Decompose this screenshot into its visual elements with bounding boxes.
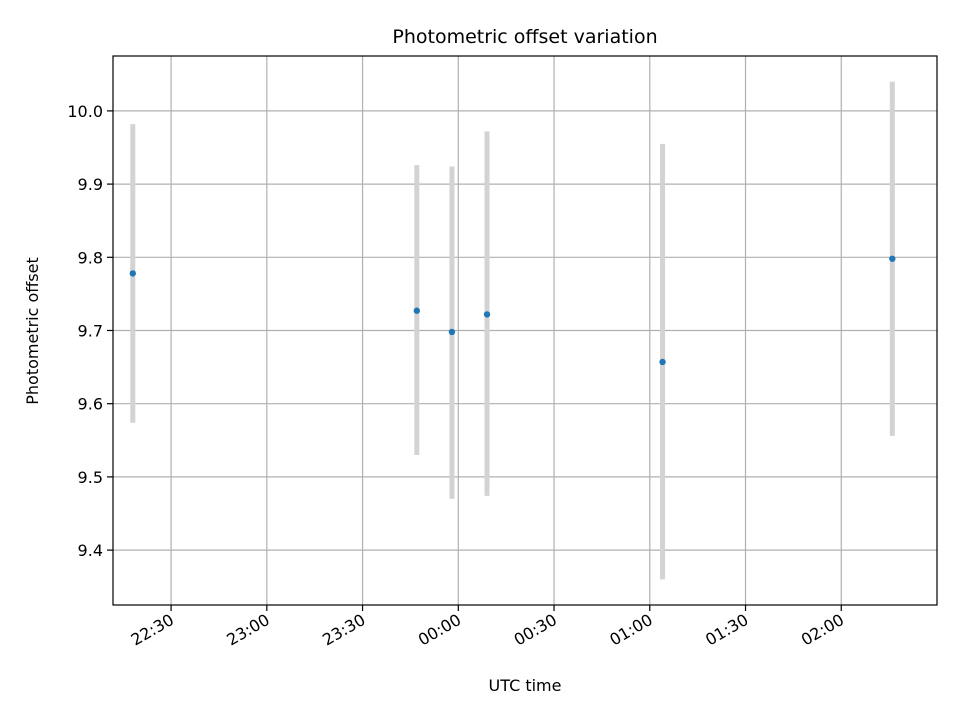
y-tick-label: 9.5 — [78, 468, 103, 487]
y-tick-label: 9.6 — [78, 395, 103, 414]
y-tick-label: 9.4 — [78, 541, 103, 560]
data-point — [129, 270, 136, 277]
x-tick-label: 01:30 — [702, 610, 751, 650]
data-point — [483, 311, 491, 318]
x-tick-label: 00:00 — [415, 610, 464, 650]
x-axis: 22:30 23:00 23:30 00:00 00:30 01:00 01:30 02:00 — [128, 605, 847, 650]
x-tick-label: 23:30 — [319, 610, 368, 650]
data-point — [889, 255, 896, 262]
data-point — [448, 328, 456, 336]
chart-title: Photometric offset variation — [392, 26, 657, 48]
y-tick-label: 9.7 — [78, 322, 103, 341]
data-points — [129, 255, 896, 366]
y-tick-label: 9.8 — [78, 248, 103, 267]
grid — [113, 56, 937, 605]
x-tick-label: 22:30 — [128, 610, 177, 650]
y-axis-label: Photometric offset — [23, 257, 42, 405]
y-tick-label: 10.0 — [67, 102, 103, 121]
data-point — [659, 358, 666, 366]
x-tick-label: 23:00 — [223, 610, 272, 650]
x-tick-label: 02:00 — [798, 610, 847, 650]
x-axis-label: UTC time — [489, 676, 562, 695]
y-tick-label: 9.9 — [78, 175, 103, 194]
data-point — [413, 307, 421, 314]
x-tick-label: 00:30 — [511, 610, 560, 650]
x-tick-label: 01:00 — [606, 610, 655, 650]
y-axis: 9.4 9.5 9.6 9.7 9.8 9.9 10.0 — [67, 102, 113, 560]
